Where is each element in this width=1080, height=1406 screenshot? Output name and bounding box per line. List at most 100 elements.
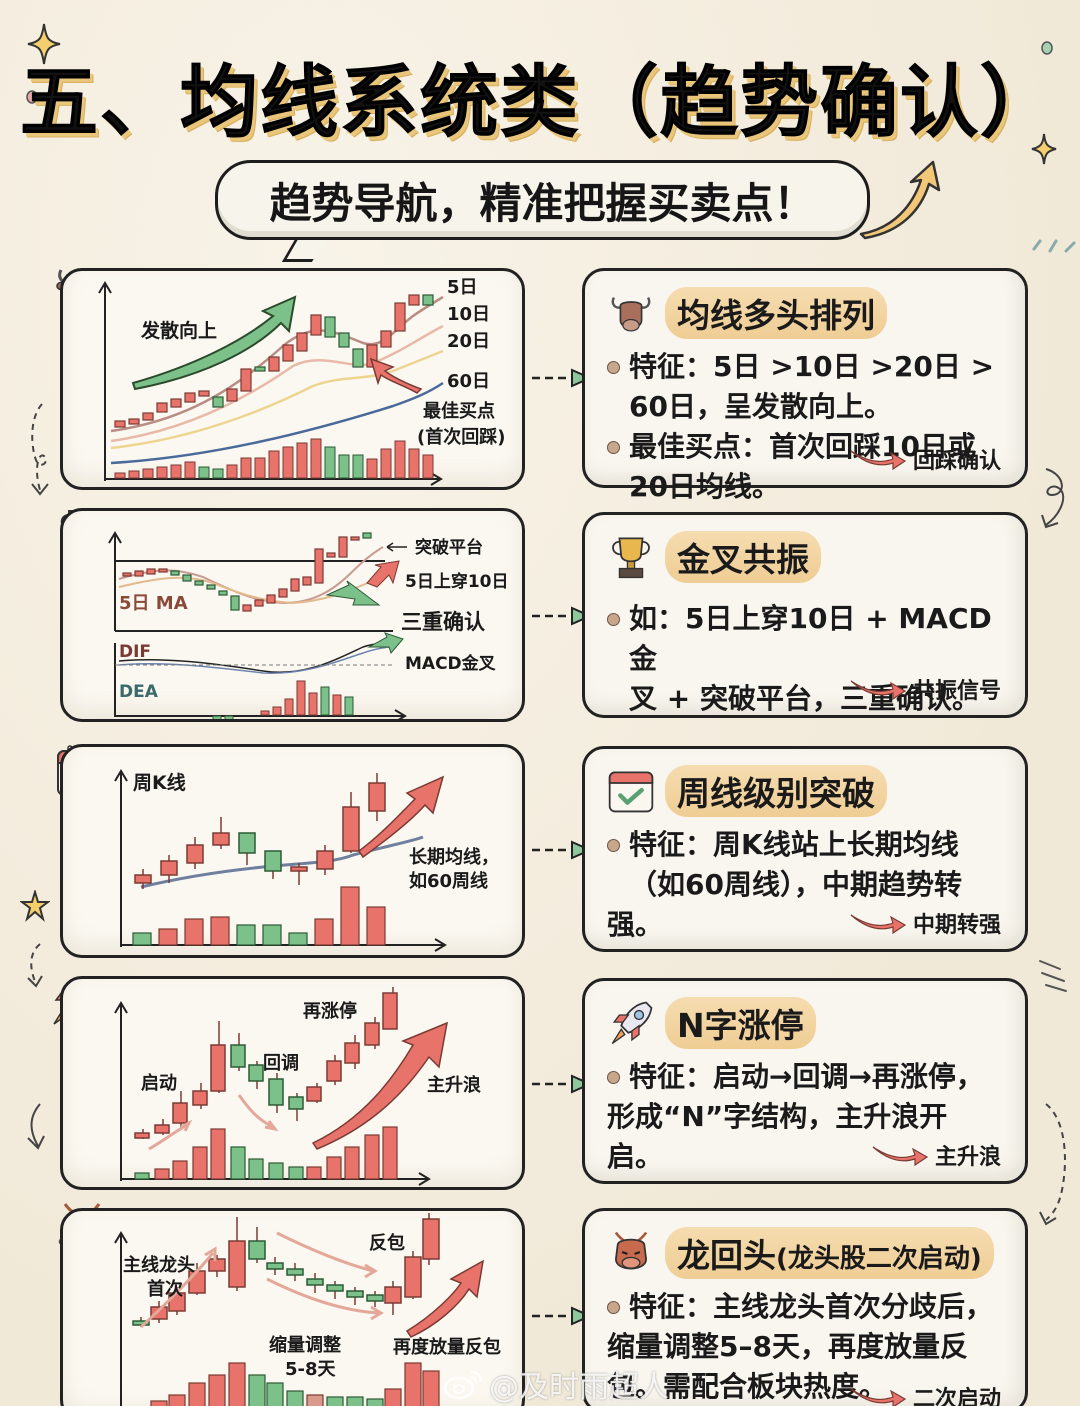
card-line: 特征：周K线站上长期均线 — [629, 828, 959, 861]
long-ma-label: 长期均线， — [409, 846, 499, 868]
sparkle-icon — [27, 23, 61, 65]
cross-label: 5日上穿10日 — [405, 571, 509, 592]
again-limit-up-label: 再涨停 — [303, 1000, 357, 1022]
curved-arrow-icon — [850, 1388, 907, 1406]
watermark: @及时雨超人 — [443, 1362, 669, 1406]
dragon-chart-card: 主线龙头 首次 反包 缩量调整 5-8天 再度放量反包 — [60, 1208, 525, 1406]
tag-label: 共振信号 — [912, 679, 1001, 704]
card-title-paren: (龙头股二次启动) — [776, 1244, 982, 1274]
ma-bull-chart-card: 发散向上 — [60, 268, 525, 490]
tag: 共振信号 — [849, 673, 1001, 705]
up-arrow-icon — [859, 160, 941, 240]
example-text: 如：5日上穿10日 + MACD金叉 + 突破平台，三重确认。 — [607, 599, 1007, 719]
watermark-text: @及时雨超人 — [489, 1370, 669, 1405]
motion-lines-icon — [1032, 239, 1076, 253]
weekly-info-card: 周线级别突破 特征：周K线站上长期均线 （如60周线），中期趋势转强。 中期转强 — [582, 746, 1028, 952]
dif-label: DIF — [119, 642, 151, 662]
subtitle-speech-bubble: 趋势导航，精准把握买卖点！ — [215, 160, 870, 240]
tag: 主升浪 — [871, 1139, 1001, 1171]
card-line: 特征：启动→回调→再涨停， — [629, 1060, 984, 1093]
calendar-check-icon — [608, 771, 654, 813]
n-pattern-chart: 启动 回调 再涨停 主升浪 — [114, 987, 481, 1186]
tag: 回踩确认 — [849, 443, 1001, 475]
start-label: 启动 — [141, 1072, 177, 1094]
card-line: 形成“N”字结构，主升浪开 — [607, 1100, 948, 1133]
card-line: 如：5日上穿10日 + MACD金 — [629, 602, 992, 675]
macd-cross-label: MACD金叉 — [405, 653, 497, 674]
feature-text: 特征：5日 >10日 >20日 > 60日，呈发散向上。 — [607, 347, 1007, 427]
card-title-main: 龙回头 — [677, 1236, 776, 1275]
card-line: 叉 + 突破平台，三重确认。 — [629, 682, 980, 715]
ma-bull-chart: 发散向上 — [98, 277, 505, 486]
bull-icon — [611, 296, 651, 332]
curved-arrow-icon — [872, 1146, 929, 1167]
trophy-icon — [612, 537, 650, 579]
dashed-curved-arrow-icon — [27, 943, 43, 988]
card-line: 启。 — [607, 1140, 664, 1173]
feature-text: 特征：周K线站上长期均线 （如60周线），中期趋势转强。 — [607, 825, 1007, 945]
ma5-label: 5日 — [447, 277, 478, 298]
weekly-chart-card: 周K线 — [60, 744, 525, 958]
dea-label: DEA — [119, 682, 159, 702]
shrink-days-label: 5-8天 — [285, 1359, 337, 1380]
card-line: 强。 — [607, 908, 664, 941]
card-title: 金叉共振 — [665, 531, 821, 583]
rocket-icon — [611, 1001, 653, 1044]
n-pattern-info-card: N字涨停 特征：启动→回调→再涨停， 形成“N”字结构，主升浪开 启。 主升浪 — [582, 978, 1028, 1184]
curved-arrow-icon — [27, 1103, 45, 1150]
dashed-arrow-connector — [532, 1074, 592, 1094]
card-line: 20日均线。 — [629, 470, 780, 503]
breakout-label: 突破平台 — [415, 537, 483, 558]
dot-icon — [26, 90, 38, 104]
tag: 二次启动 — [849, 1381, 1001, 1406]
dragon-icon — [614, 1231, 648, 1270]
card-title: N字涨停 — [665, 997, 816, 1049]
tag-label: 主升浪 — [934, 1145, 1001, 1170]
buy-point-label: 最佳买点 — [423, 400, 495, 422]
motion-lines-icon — [1039, 960, 1067, 992]
dashed-curved-arrow-icon — [31, 403, 49, 496]
main-wave-label: 主升浪 — [427, 1074, 481, 1096]
golden-cross-info-card: 金叉共振 如：5日上穿10日 + MACD金叉 + 突破平台，三重确认。 共振信… — [582, 512, 1028, 718]
long-ma-sub-label: 如60周线 — [409, 870, 488, 892]
shrink-label: 缩量调整 — [269, 1334, 341, 1356]
page-title: 五、均线系统类（趋势确认） — [19, 58, 1060, 149]
reverse-label: 反包 — [369, 1232, 405, 1254]
card-title: 周线级别突破 — [665, 765, 887, 817]
dragon-info-card: 龙回头(龙头股二次启动) 特征：主线龙头首次分歧后， 缩量调整5–8天，再度放量反… — [582, 1208, 1028, 1406]
ma60-label: 60日 — [447, 371, 490, 392]
weekly-k-label: 周K线 — [133, 771, 186, 794]
card-line: 60日，呈发散向上。 — [629, 390, 892, 423]
tag: 中期转强 — [849, 907, 1001, 939]
dot-icon — [1041, 41, 1053, 55]
dashed-curly-arrow-icon — [1039, 1103, 1066, 1226]
card-line: 包。需配合板块热度。 — [607, 1370, 888, 1403]
feature-text: 特征：主线龙头首次分歧后， 缩量调整5–8天，再度放量反 包。需配合板块热度。 — [607, 1287, 1007, 1406]
weibo-logo-icon — [443, 1370, 483, 1400]
leader-label: 主线龙头 — [123, 1254, 195, 1276]
feature-text: 特征：启动→回调→再涨停， 形成“N”字结构，主升浪开 启。 — [607, 1057, 1007, 1177]
ma20-label: 20日 — [447, 331, 490, 352]
leader-sub-label: 首次 — [147, 1278, 183, 1300]
sparkle-icon — [1031, 133, 1057, 165]
ma-bull-info-card: 均线多头排列 特征：5日 >10日 >20日 > 60日，呈发散向上。 最佳买点：… — [582, 268, 1028, 503]
curly-arrow-icon — [1041, 468, 1065, 529]
subtitle-text: 趋势导航，精准把握买卖点！ — [269, 178, 816, 228]
card-line: 缩量调整5–8天，再度放量反 — [607, 1330, 968, 1363]
pullback-label: 回调 — [263, 1053, 299, 1074]
again-reverse-label: 再度放量反包 — [393, 1336, 501, 1358]
tag-label: 二次启动 — [912, 1387, 1001, 1406]
n-pattern-chart-card: 启动 回调 再涨停 主升浪 — [60, 976, 525, 1190]
curved-arrow-icon — [850, 914, 907, 935]
golden-cross-chart-card: 突破平台 5日上穿10日 5日 MA 三重确认 DIF DEA MACD金叉 — [60, 508, 525, 723]
ma10-label: 10日 — [447, 304, 490, 325]
dashed-arrow-connector — [532, 606, 592, 626]
dragon-chart: 主线龙头 首次 反包 缩量调整 5-8天 再度放量反包 — [114, 1213, 501, 1406]
sparkle-icon — [20, 890, 50, 922]
card-line: 特征：主线龙头首次分歧后， — [629, 1290, 994, 1323]
card-title: 龙回头(龙头股二次启动) — [665, 1227, 994, 1279]
card-title: 均线多头排列 — [665, 287, 887, 339]
card-line: （如60周线），中期趋势转 — [629, 868, 962, 901]
card-line: 最佳买点：首次回踩10日或 — [629, 430, 976, 463]
ma-label: 5日 MA — [119, 593, 188, 614]
